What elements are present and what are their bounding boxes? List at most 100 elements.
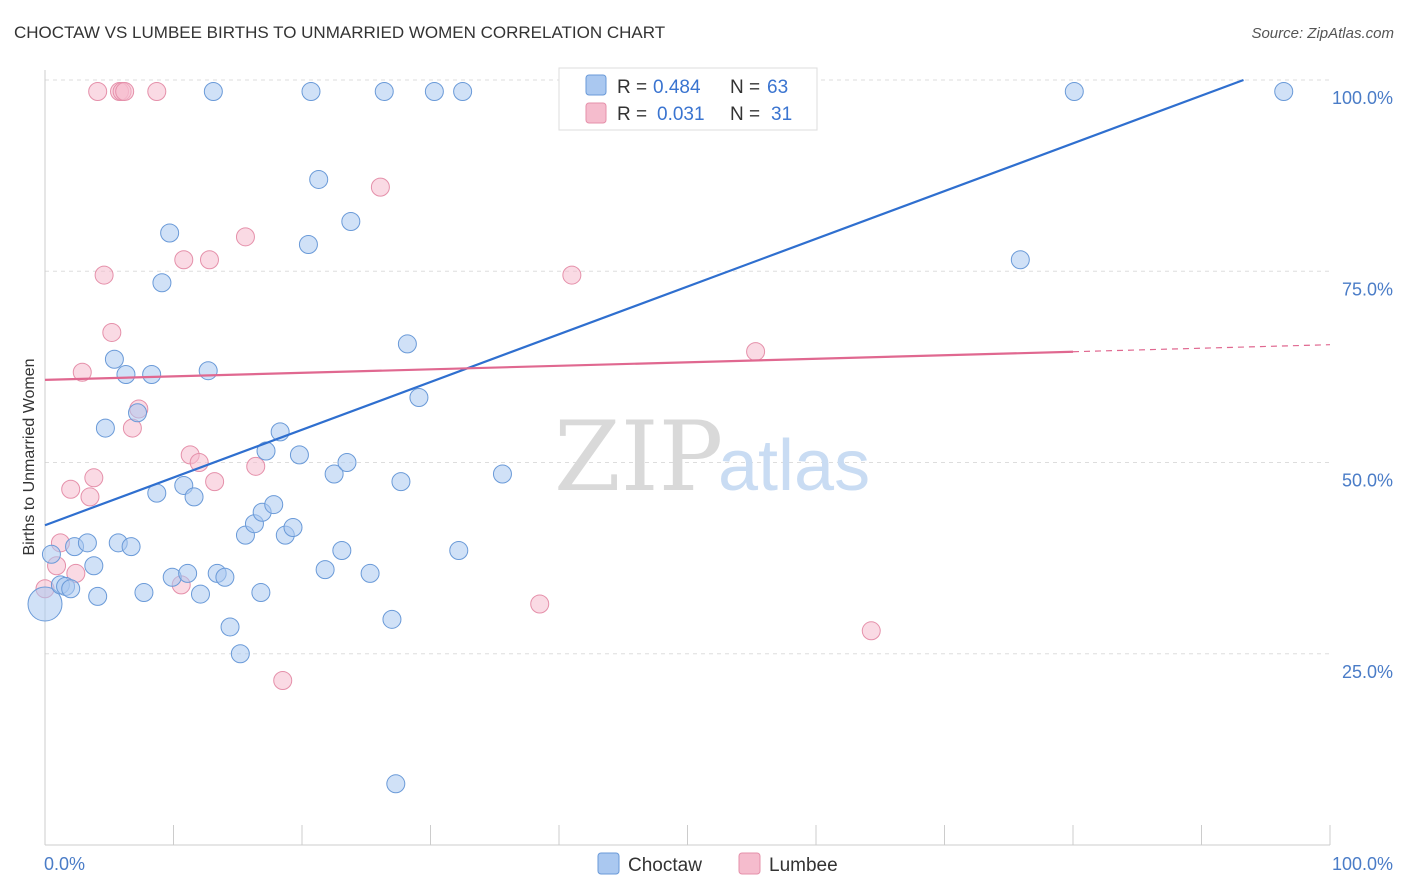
choctaw-point-58 [453,81,473,101]
lumbee-n-value: 31 [771,104,792,125]
watermark: ZIP atlas [554,401,870,513]
trendlines [44,78,1331,527]
gridlines [45,79,1330,655]
choctaw-series-label: Choctaw [628,855,702,876]
choctaw-point-4 [61,579,81,599]
y-tick-label-3: 100.0% [1332,88,1393,108]
stats-legend: R = 0.484 N = 63 R = 0.031 N = 31 [558,67,818,131]
choctaw-point-9 [95,418,115,438]
lumbee-point-10 [102,322,122,342]
choctaw-point-36 [264,495,284,515]
y-tick-label-1: 50.0% [1342,471,1393,491]
choctaw-r-value: 0.484 [653,77,701,98]
choctaw-point-46 [332,540,352,560]
lumbee-point-23 [235,227,255,247]
lumbee-point-30 [861,621,881,641]
lumbee-point-9 [94,265,114,285]
y-tick-labels: 25.0% 50.0% 75.0% 100.0% [1332,88,1393,682]
lumbee-trend-line [44,350,1074,381]
choctaw-point-51 [382,609,402,629]
choctaw-point-53 [391,472,411,492]
choctaw-point-25 [198,361,218,381]
choctaw-legend-swatch [585,74,607,96]
lumbee-point-29 [746,342,766,362]
choctaw-point-39 [283,518,303,538]
lumbee-point-22 [205,472,225,492]
choctaw-point-22 [178,563,198,583]
lumbee-point-27 [530,594,550,614]
choctaw-point-52 [386,774,406,794]
choctaw-point-59 [492,464,512,484]
choctaw-point-24 [190,584,210,604]
x-tick-label-min: 0.0% [44,854,85,874]
lumbee-series-label: Lumbee [769,855,838,876]
choctaw-point-50 [374,81,394,101]
lumbee-point-13 [115,81,135,101]
choctaw-point-26 [203,81,223,101]
lumbee-point-18 [174,250,194,270]
lumbee-trend-extension [1072,344,1331,353]
choctaw-point-30 [230,644,250,664]
choctaw-point-56 [424,81,444,101]
choctaw-point-6 [77,533,97,553]
y-tick-label-2: 75.0% [1342,279,1393,299]
choctaw-point-29 [220,617,240,637]
choctaw-point-42 [301,81,321,101]
watermark-atlas: atlas [718,426,870,506]
choctaw-n-label: N = [730,77,760,98]
choctaw-point-10 [104,349,124,369]
choctaw-trend-line [44,78,1244,527]
lumbee-point-7 [84,468,104,488]
choctaw-point-40 [289,445,309,465]
choctaw-point-62 [1274,81,1294,101]
choctaw-point-1 [41,544,61,564]
choctaw-point-16 [142,365,162,385]
lumbee-n-label: N = [730,104,760,125]
lumbee-r-value: 0.031 [657,104,705,125]
chart-source: Source: ZipAtlas.com [1251,25,1394,42]
lumbee-point-5 [72,362,92,382]
choctaw-series-swatch [597,852,620,875]
watermark-zip: ZIP [554,401,723,513]
choctaw-point-12 [116,365,136,385]
choctaw-point-0 [27,586,63,622]
choctaw-point-49 [360,563,380,583]
choctaw-n-value: 63 [767,77,788,98]
choctaw-r-label: R = [617,77,647,98]
choctaw-point-13 [121,537,141,557]
choctaw-point-55 [409,387,429,407]
series-legend: Choctaw Lumbee [597,852,838,876]
choctaw-point-44 [315,560,335,580]
lumbee-point-26 [370,177,390,197]
lumbee-point-8 [88,81,108,101]
lumbee-point-6 [80,487,100,507]
choctaw-point-18 [152,273,172,293]
lumbee-legend-swatch [585,102,607,124]
lumbee-point-3 [61,479,81,499]
x-axis-ticks [173,825,1331,845]
choctaw-point-8 [88,586,108,606]
choctaw-point-48 [341,212,361,232]
lumbee-point-24 [246,456,266,476]
choctaw-point-14 [128,403,148,423]
choctaw-points [27,81,1294,794]
lumbee-points [35,81,881,691]
choctaw-point-28 [215,567,235,587]
choctaw-point-61 [1064,81,1084,101]
choctaw-point-15 [134,583,154,603]
lumbee-series-swatch [738,852,761,875]
lumbee-point-25 [273,671,293,691]
y-axis-label: Births to Unmarried Women [21,358,38,555]
lumbee-point-21 [199,250,219,270]
choctaw-point-45 [324,464,344,484]
choctaw-point-7 [84,556,104,576]
choctaw-point-23 [184,487,204,507]
choctaw-point-41 [298,234,318,254]
choctaw-point-57 [449,540,469,560]
lumbee-r-label: R = [617,104,647,125]
choctaw-point-60 [1010,250,1030,270]
choctaw-point-47 [337,453,357,472]
y-tick-label-0: 25.0% [1342,662,1393,682]
choctaw-point-19 [160,223,180,243]
